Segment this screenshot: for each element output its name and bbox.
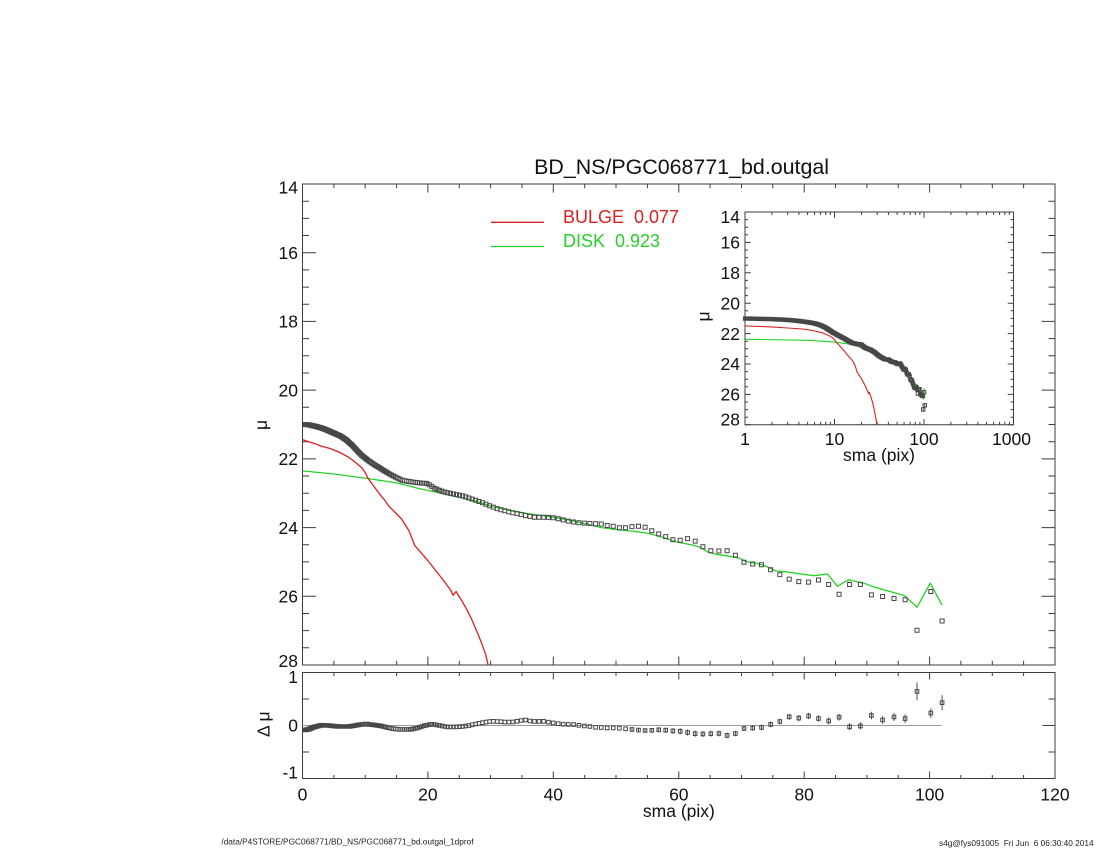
svg-text:16: 16 <box>721 233 740 253</box>
svg-text:1000: 1000 <box>992 429 1031 449</box>
svg-text:60: 60 <box>669 784 689 804</box>
svg-text:28: 28 <box>279 651 298 671</box>
svg-text:40: 40 <box>544 784 564 804</box>
svg-text:100: 100 <box>909 429 938 449</box>
svg-text:1: 1 <box>288 667 298 687</box>
svg-text:sma (pix): sma (pix) <box>843 445 915 465</box>
svg-text:26: 26 <box>279 587 298 607</box>
svg-text:26: 26 <box>721 385 740 405</box>
svg-text:100: 100 <box>915 784 944 804</box>
svg-text:16: 16 <box>279 243 298 263</box>
svg-text:Δ μ: Δ μ <box>254 711 274 737</box>
svg-text:μ: μ <box>694 311 714 321</box>
svg-text:/data/P4STORE/PGC068771/BD_NS/: /data/P4STORE/PGC068771/BD_NS/PGC068771_… <box>221 837 474 847</box>
svg-text:14: 14 <box>279 178 299 198</box>
svg-text:20: 20 <box>279 380 299 400</box>
svg-text:18: 18 <box>279 312 298 332</box>
svg-text:0: 0 <box>298 784 308 804</box>
svg-text:22: 22 <box>279 449 298 469</box>
svg-text:s4g@fys091005 Fri Jun 6 06:3: s4g@fys091005 Fri Jun 6 06:30:40 2014 <box>939 838 1094 848</box>
svg-text:80: 80 <box>794 784 814 804</box>
svg-text:20: 20 <box>418 784 438 804</box>
svg-text:24: 24 <box>279 518 299 538</box>
svg-text:1: 1 <box>740 429 750 449</box>
svg-text:-1: -1 <box>282 763 298 783</box>
svg-text:24: 24 <box>721 354 741 374</box>
svg-text:10: 10 <box>825 429 845 449</box>
svg-text:14: 14 <box>721 207 741 227</box>
svg-text:BULGE 0.077: BULGE 0.077 <box>563 207 679 227</box>
svg-text:μ: μ <box>251 420 271 430</box>
svg-text:sma (pix): sma (pix) <box>643 801 715 821</box>
svg-text:120: 120 <box>1040 784 1069 804</box>
svg-text:0: 0 <box>288 716 298 736</box>
svg-text:20: 20 <box>721 293 741 313</box>
svg-text:DISK 0.923: DISK 0.923 <box>563 231 660 251</box>
svg-text:18: 18 <box>721 263 740 283</box>
svg-text:22: 22 <box>721 324 740 344</box>
svg-text:28: 28 <box>721 410 740 430</box>
svg-text:BD_NS/PGC068771_bd.outgal: BD_NS/PGC068771_bd.outgal <box>534 155 829 179</box>
